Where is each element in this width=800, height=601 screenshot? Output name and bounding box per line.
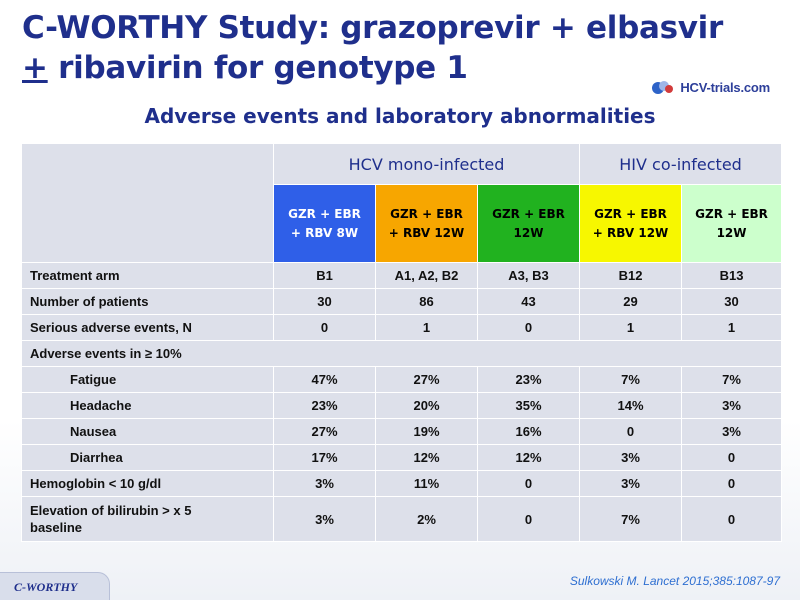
table-row: Headache 23% 20% 35% 14% 3% <box>21 392 783 419</box>
row-label: Treatment arm <box>21 262 274 289</box>
table-cell: 3% <box>579 470 683 497</box>
table-cell: 35% <box>476 392 581 419</box>
table-cell: 12% <box>476 444 581 471</box>
table-cell: 0 <box>273 314 376 341</box>
arm-header-1: GZR + EBR + RBV 8W <box>273 184 376 263</box>
table-cell: A1, A2, B2 <box>375 262 478 289</box>
table-cell: B13 <box>681 262 783 289</box>
title-line-1: C-WORTHY Study: grazoprevir + elbasvir <box>22 10 723 46</box>
table-cell: 0 <box>681 496 783 542</box>
table-cell: 0 <box>579 418 683 445</box>
table-cell: 14% <box>579 392 683 419</box>
table-cell: 17% <box>273 444 376 471</box>
logo-text: HCV-trials.com <box>680 79 770 95</box>
table-cell: 47% <box>273 366 376 393</box>
group-header-hcv-mono: HCV mono-infected <box>272 143 581 185</box>
table-cell: 1 <box>375 314 478 341</box>
table-row: Fatigue 47% 27% 23% 7% 7% <box>21 366 783 393</box>
table-cell: 7% <box>579 496 683 542</box>
table-cell: 3% <box>579 444 683 471</box>
table-cell: 23% <box>273 392 376 419</box>
table-cell: 19% <box>375 418 478 445</box>
table-cell: A3, B3 <box>476 262 581 289</box>
table-cell: 0 <box>476 470 581 497</box>
table-row: Hemoglobin < 10 g/dl 3% 11% 0 3% 0 <box>21 470 783 497</box>
plus-minus-symbol: + <box>22 50 48 86</box>
row-label: Adverse events in ≥ 10% <box>20 340 783 367</box>
table-row: Elevation of bilirubin > x 5 baseline 3% … <box>21 496 783 542</box>
table-cell: 3% <box>681 392 783 419</box>
study-tag: C-WORTHY <box>0 572 110 600</box>
arm-header-2: GZR + EBR + RBV 12W <box>375 184 478 263</box>
section-subtitle: Adverse events and laboratory abnormalit… <box>144 104 656 128</box>
table-cell: 0 <box>476 314 581 341</box>
table-cell: 12% <box>375 444 478 471</box>
table-cell: 30 <box>681 288 783 315</box>
arm-header-5: GZR + EBR 12W <box>681 184 783 263</box>
table-cell: 3% <box>681 418 783 445</box>
table-cell: 3% <box>273 496 376 542</box>
citation-reference: Sulkowski M. Lancet 2015;385:1087-97 <box>569 574 780 588</box>
title-line-2-text: ribavirin for genotype 1 <box>47 50 468 86</box>
table-cell: B1 <box>273 262 376 289</box>
table-row: Treatment arm B1 A1, A2, B2 A3, B3 B12 B… <box>21 262 783 289</box>
table-cell: 7% <box>681 366 783 393</box>
table-cell: 7% <box>579 366 683 393</box>
row-label: Headache <box>21 392 274 419</box>
table-row: Nausea 27% 19% 16% 0 3% <box>21 418 783 445</box>
table-cell: 11% <box>375 470 478 497</box>
table-cell: 86 <box>375 288 478 315</box>
row-label: Serious adverse events, N <box>21 314 274 341</box>
row-label: Hemoglobin < 10 g/dl <box>21 470 274 497</box>
table-cell: 23% <box>476 366 581 393</box>
table-cell: 20% <box>375 392 478 419</box>
hcv-trials-logo: HCV-trials.com <box>650 76 770 98</box>
arm-header-4: GZR + EBR + RBV 12W <box>579 184 683 263</box>
table-row: Diarrhea 17% 12% 12% 3% 0 <box>21 444 783 471</box>
row-label: Elevation of bilirubin > x 5 baseline <box>21 496 274 542</box>
table-cell: 1 <box>579 314 683 341</box>
table-cell: 27% <box>273 418 376 445</box>
group-header-hiv-co: HIV co-infected <box>579 143 783 185</box>
row-label: Number of patients <box>21 288 274 315</box>
table-cell: 0 <box>476 496 581 542</box>
table-row: Number of patients 30 86 43 29 30 <box>21 288 783 315</box>
slide-title: C-WORTHY Study: grazoprevir + elbasvir +… <box>22 8 742 88</box>
row-label: Diarrhea <box>21 444 274 471</box>
table-row: Serious adverse events, N 0 1 0 1 1 <box>21 314 783 341</box>
table-cell: 30 <box>273 288 376 315</box>
title-line-2: + ribavirin for genotype 1 <box>22 48 742 88</box>
row-label: Nausea <box>21 418 274 445</box>
table-cell: 29 <box>579 288 683 315</box>
table-cell: 43 <box>476 288 581 315</box>
table-cell: 0 <box>681 444 783 471</box>
table-cell: 27% <box>375 366 478 393</box>
arm-header-3: GZR + EBR 12W <box>476 184 581 263</box>
table-cell: B12 <box>579 262 683 289</box>
table-row: Adverse events in ≥ 10% <box>20 340 783 367</box>
header-corner-cell <box>21 143 274 263</box>
table-cell: 2% <box>375 496 478 542</box>
table-cell: 1 <box>681 314 783 341</box>
table-cell: 3% <box>273 470 376 497</box>
table-cell: 0 <box>681 470 783 497</box>
row-label: Fatigue <box>21 366 274 393</box>
table-cell: 16% <box>476 418 581 445</box>
hcv-trials-logo-icon <box>650 78 676 96</box>
adverse-events-table: HCV mono-infected HIV co-infected GZR + … <box>20 143 783 542</box>
